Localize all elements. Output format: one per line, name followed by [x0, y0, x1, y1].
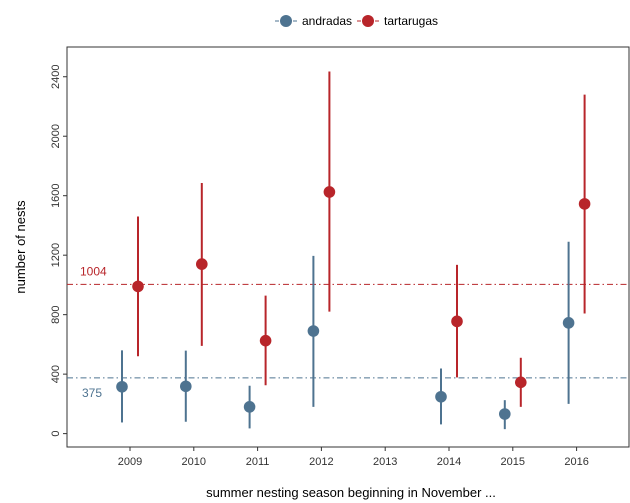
point-tartarugas: [323, 186, 336, 198]
y-tick-label: 1600: [50, 183, 62, 207]
reference-line-label: 375: [82, 386, 102, 400]
data-marks: [116, 71, 591, 430]
reference-lines: 1004 375: [67, 264, 629, 400]
point-tartarugas: [515, 376, 527, 389]
x-tick-label: 2015: [501, 456, 525, 468]
y-tick-label: 2400: [50, 64, 62, 88]
y-tick-label: 800: [50, 305, 62, 323]
x-tick-label: 2014: [437, 456, 461, 468]
y-axis: 0 400 800 1200 1600 2000 2400: [50, 64, 67, 437]
x-tick-label: 2016: [564, 456, 588, 468]
x-axis: 2009 2010 2011 2012 2013 2014 2015 2016: [118, 447, 589, 468]
point-andradas: [243, 401, 256, 413]
point-tartarugas: [259, 334, 272, 347]
point-tartarugas: [451, 315, 463, 328]
x-tick-label: 2011: [246, 456, 270, 468]
point-andradas: [562, 317, 575, 329]
legend-item-tartarugas[interactable]: tartarugas: [357, 14, 438, 28]
x-tick-label: 2009: [118, 456, 142, 468]
legend-key-andradas: [280, 15, 292, 27]
point-andradas: [499, 408, 511, 420]
x-tick-label: 2012: [309, 456, 333, 468]
point-tartarugas: [196, 258, 208, 270]
point-tartarugas: [132, 280, 144, 293]
legend-label-andradas: andradas: [302, 14, 352, 28]
y-axis-title: number of nests: [13, 200, 28, 294]
point-andradas: [180, 380, 192, 393]
x-tick-label: 2010: [182, 456, 206, 468]
legend-item-andradas[interactable]: andradas: [275, 14, 352, 28]
y-tick-label: 1200: [50, 243, 62, 267]
point-andradas: [307, 325, 320, 337]
legend: andradas tartarugas: [275, 14, 438, 28]
reference-line-label: 1004: [80, 264, 107, 278]
plot-panel: [66, 46, 630, 448]
y-tick-label: 2000: [50, 124, 62, 148]
y-tick-label: 400: [50, 365, 62, 383]
point-tartarugas: [578, 198, 591, 210]
legend-label-tartarugas: tartarugas: [384, 14, 438, 28]
x-axis-title: summer nesting season beginning in Novem…: [206, 485, 496, 500]
point-andradas: [116, 380, 128, 393]
x-tick-label: 2013: [373, 456, 397, 468]
point-andradas: [435, 390, 447, 403]
y-tick-label: 0: [50, 431, 62, 437]
legend-key-tartarugas: [362, 15, 374, 27]
